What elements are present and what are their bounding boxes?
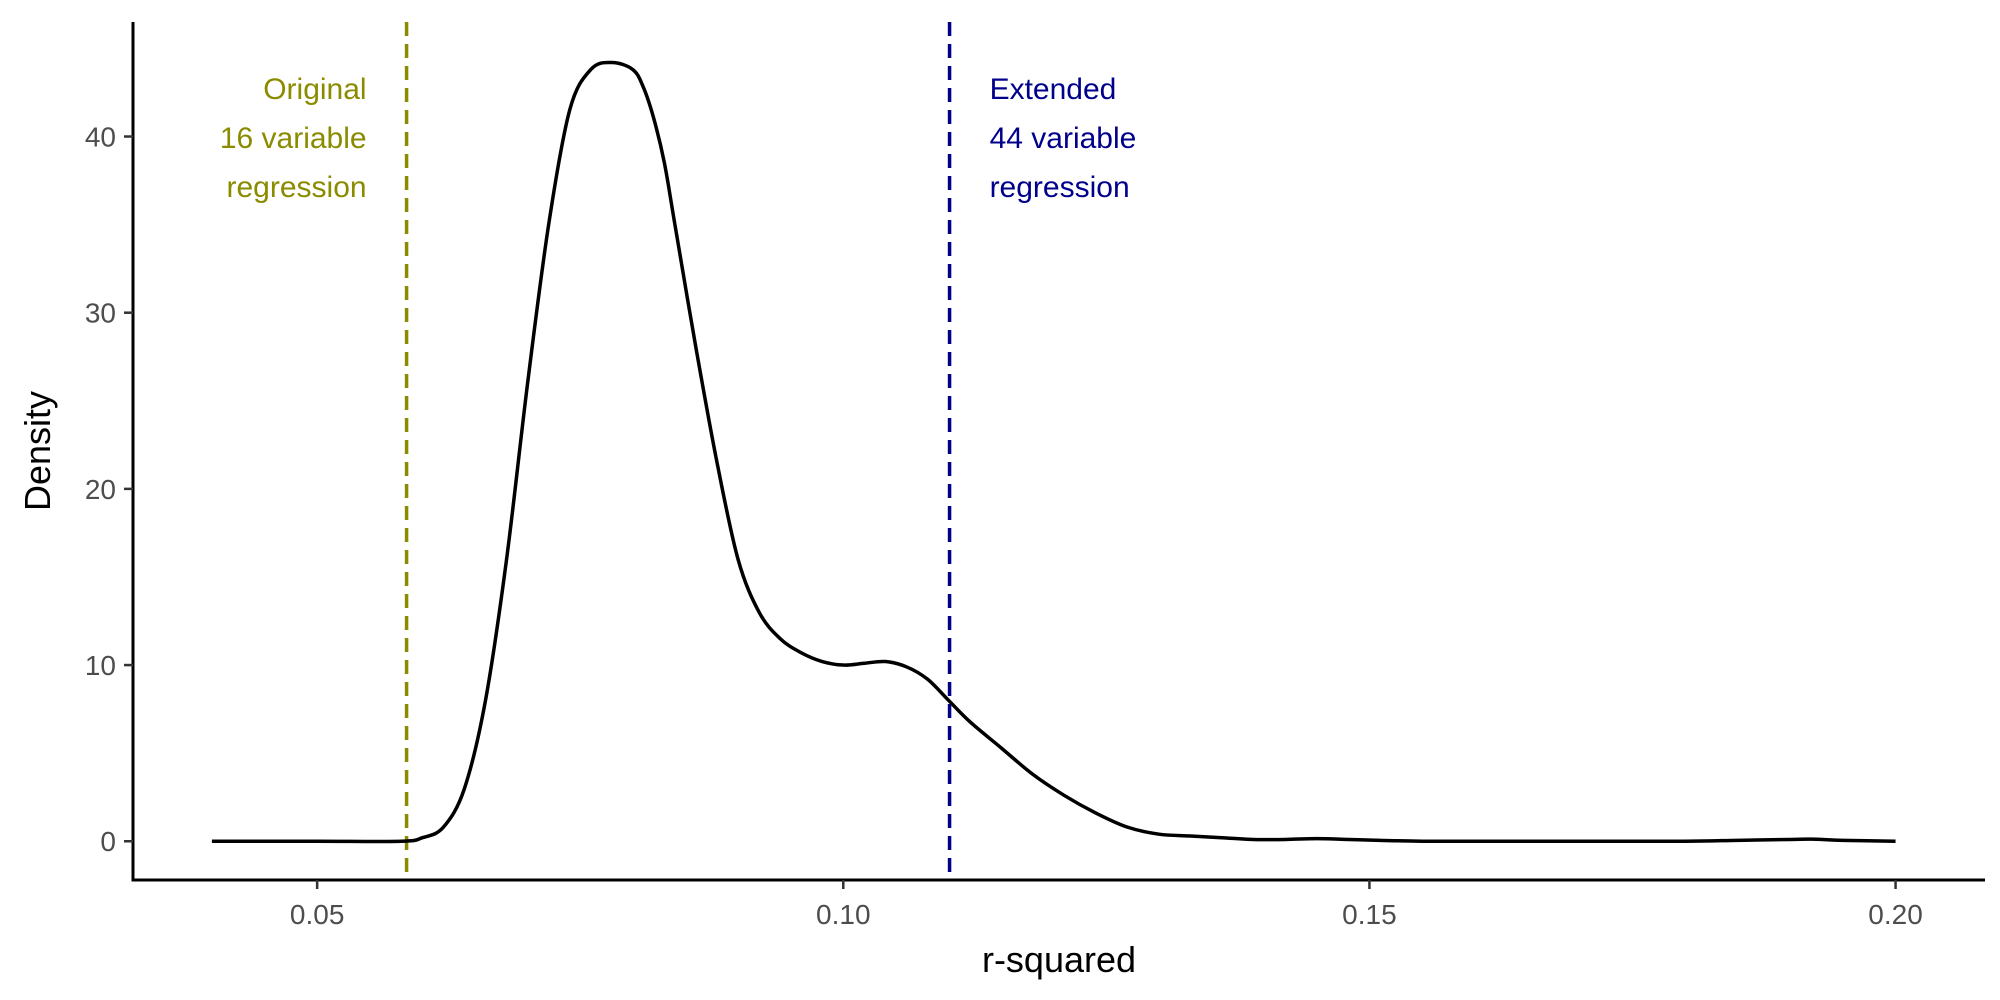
y-axis-title: Density — [17, 391, 58, 511]
y-tick-label-2: 20 — [85, 474, 116, 505]
x-tick-label-3: 0.20 — [1868, 899, 1923, 930]
axes — [131, 22, 1985, 882]
density-curve-0 — [211, 60, 1896, 844]
x-tick-label-1: 0.10 — [816, 899, 871, 930]
reference-line-label-0-2: regression — [227, 171, 367, 204]
reference-line-labels: Original 16 variable regression Extended 44 … — [220, 73, 1137, 204]
reference-line-label-1-0: Extended — [990, 73, 1117, 106]
y-tick-label-3: 30 — [85, 298, 116, 329]
y-tick-label-0: 0 — [100, 826, 116, 857]
y-tick-label-1: 10 — [85, 650, 116, 681]
reference-line-label-1-2: regression — [990, 171, 1130, 204]
x-tick-label-0: 0.05 — [290, 899, 345, 930]
reference-lines — [404, 22, 952, 880]
reference-line-label-0-1: 16 variable — [220, 122, 367, 155]
x-tick-label-2: 0.15 — [1342, 899, 1397, 930]
y-axis-ticks: 0 10 20 30 40 — [85, 122, 133, 857]
reference-line-label-0-0: Original — [263, 73, 366, 106]
x-axis-ticks: 0.05 0.10 0.15 0.20 — [290, 880, 1923, 930]
density-curve-group — [211, 60, 1896, 844]
reference-line-label-1-1: 44 variable — [990, 122, 1137, 155]
x-axis-title: r-squared — [982, 939, 1136, 980]
y-tick-label-4: 40 — [85, 122, 116, 153]
